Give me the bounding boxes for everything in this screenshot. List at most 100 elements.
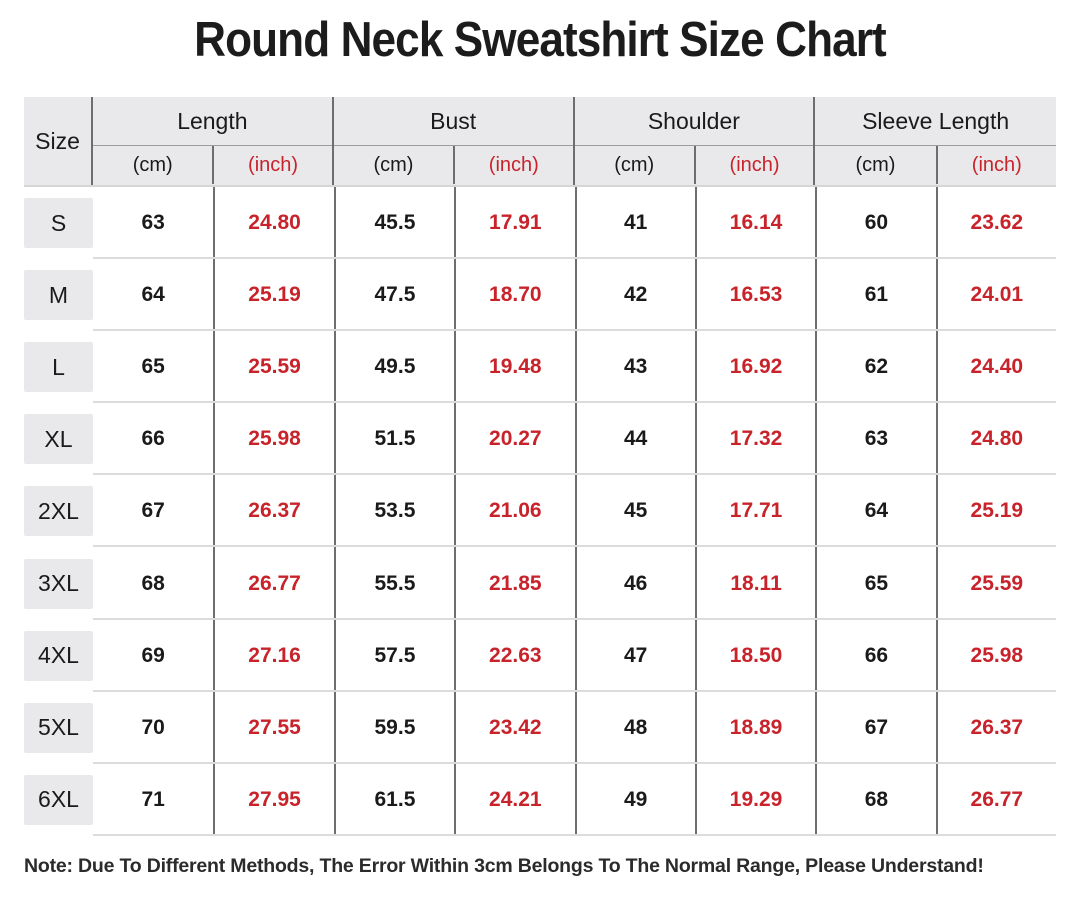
unit-row: (cm) (inch) (334, 146, 573, 184)
value-inch: 24.21 (454, 763, 574, 836)
unit-inch-label: (inch) (212, 146, 331, 184)
value-inch: 24.80 (935, 403, 1056, 476)
value-cm: 65 (141, 355, 165, 379)
size-label: L (24, 342, 93, 393)
value-cm: 70 (141, 715, 165, 739)
value-cm: 68 (141, 571, 165, 595)
size-label-box: 3XL (24, 547, 93, 619)
note-text: Note: Due To Different Methods, The Erro… (24, 855, 984, 877)
size-label: 5XL (24, 702, 93, 753)
unit-row: (cm) (inch) (815, 146, 1056, 184)
size-label-box: 4XL (24, 620, 93, 692)
value-inch: 24.40 (935, 331, 1056, 404)
size-label-box: 2XL (24, 475, 93, 547)
value-cm: 45 (574, 475, 695, 548)
value-cm: 67 (815, 691, 935, 764)
value-cm: 57.5 (333, 619, 454, 692)
col-group-length: Length (cm) (inch) (93, 97, 334, 185)
value-cm: 49 (574, 763, 695, 836)
value-cm: 49.5 (333, 331, 454, 404)
value-inch: 23.42 (454, 691, 574, 764)
value-cm: 68 (815, 763, 935, 836)
col-header-size: Size (24, 97, 93, 185)
value-inch: 27.95 (213, 763, 333, 836)
value-inch: 22.63 (454, 619, 574, 692)
value-cm: 53.5 (333, 475, 454, 548)
value-inch: 26.77 (935, 763, 1056, 836)
value-inch: 27.16 (213, 619, 333, 692)
size-label-box: L (24, 331, 93, 403)
value-cm: 46 (574, 547, 695, 620)
size-chart-table: Size Length (cm) (inch) Bust (cm) (inch)… (24, 97, 1056, 836)
value-inch: 19.29 (694, 763, 815, 836)
table-header: Size Length (cm) (inch) Bust (cm) (inch)… (24, 97, 1056, 187)
value-cm: 65 (815, 547, 935, 620)
group-label-bust: Bust (333, 97, 573, 146)
value-cm: 62 (815, 331, 935, 404)
size-label: XL (24, 414, 93, 465)
group-label-sleeve-length: Sleeve Length (815, 97, 1056, 146)
group-label-shoulder: Shoulder (574, 97, 814, 146)
value-inch: 17.91 (454, 187, 574, 260)
table-body: S 63 24.80 45.5 17.91 41 16.14 60 23.62 M 64 25.19 4… (24, 187, 1056, 836)
value-cm: 71 (141, 787, 165, 811)
value-cm: 64 (141, 283, 165, 307)
unit-inch-label: (inch) (453, 146, 572, 184)
table-row: 2XL 67 26.37 53.5 21.06 45 17.71 64 25.19 (24, 475, 1056, 548)
table-row: 5XL 70 27.55 59.5 23.42 48 18.89 67 26.37 (24, 691, 1056, 764)
value-cm: 61.5 (333, 763, 454, 836)
value-inch: 17.71 (694, 475, 815, 548)
value-cm: 64 (815, 475, 935, 548)
table-row: L 65 25.59 49.5 19.48 43 16.92 62 24.40 (24, 331, 1056, 404)
unit-inch-label: (inch) (935, 146, 1056, 184)
size-label-box: 5XL (24, 692, 93, 764)
table-row: XL 66 25.98 51.5 20.27 44 17.32 63 24.80 (24, 403, 1056, 476)
value-inch: 25.19 (935, 475, 1056, 548)
value-inch: 25.98 (213, 403, 333, 476)
group-label-length: Length (93, 97, 332, 146)
size-label: 3XL (24, 558, 93, 609)
size-label-box: XL (24, 403, 93, 475)
unit-inch-label: (inch) (693, 146, 813, 184)
size-label: 6XL (24, 774, 93, 825)
value-inch: 18.50 (694, 619, 815, 692)
value-cm: 47 (574, 619, 695, 692)
size-label-box: 6XL (24, 764, 93, 836)
value-inch: 16.14 (694, 187, 815, 260)
size-label-box: M (24, 259, 93, 331)
table-row: S 63 24.80 45.5 17.91 41 16.14 60 23.62 (24, 187, 1056, 260)
table-row: 4XL 69 27.16 57.5 22.63 47 18.50 66 25.98 (24, 619, 1056, 692)
size-label: S (24, 198, 93, 249)
value-cm: 66 (815, 619, 935, 692)
value-inch: 16.53 (694, 259, 815, 332)
value-cm: 55.5 (333, 547, 454, 620)
value-inch: 25.98 (935, 619, 1056, 692)
size-label: 4XL (24, 630, 93, 681)
value-inch: 18.89 (694, 691, 815, 764)
value-inch: 24.80 (213, 187, 333, 260)
table-row: M 64 25.19 47.5 18.70 42 16.53 61 24.01 (24, 259, 1056, 332)
value-inch: 20.27 (454, 403, 574, 476)
value-inch: 23.62 (935, 187, 1056, 260)
page-title: Round Neck Sweatshirt Size Chart (194, 13, 887, 67)
size-label: 2XL (24, 486, 93, 537)
unit-cm-label: (cm) (132, 153, 173, 176)
table-row: 3XL 68 26.77 55.5 21.85 46 18.11 65 25.59 (24, 547, 1056, 620)
value-inch: 27.55 (213, 691, 333, 764)
unit-cm-label: (cm) (614, 153, 655, 176)
value-cm: 44 (574, 403, 695, 476)
value-cm: 60 (815, 187, 935, 260)
value-inch: 25.59 (935, 547, 1056, 620)
value-cm: 69 (141, 643, 165, 667)
value-cm: 59.5 (333, 691, 454, 764)
size-label-box: S (24, 187, 93, 259)
table-row: 6XL 71 27.95 61.5 24.21 49 19.29 68 26.77 (24, 763, 1056, 836)
value-inch: 26.77 (213, 547, 333, 620)
value-inch: 21.85 (454, 547, 574, 620)
value-inch: 18.70 (454, 259, 574, 332)
col-group-sleeve-length: Sleeve Length (cm) (inch) (815, 97, 1056, 185)
value-inch: 25.19 (213, 259, 333, 332)
value-inch: 19.48 (454, 331, 574, 404)
value-cm: 67 (141, 499, 165, 523)
